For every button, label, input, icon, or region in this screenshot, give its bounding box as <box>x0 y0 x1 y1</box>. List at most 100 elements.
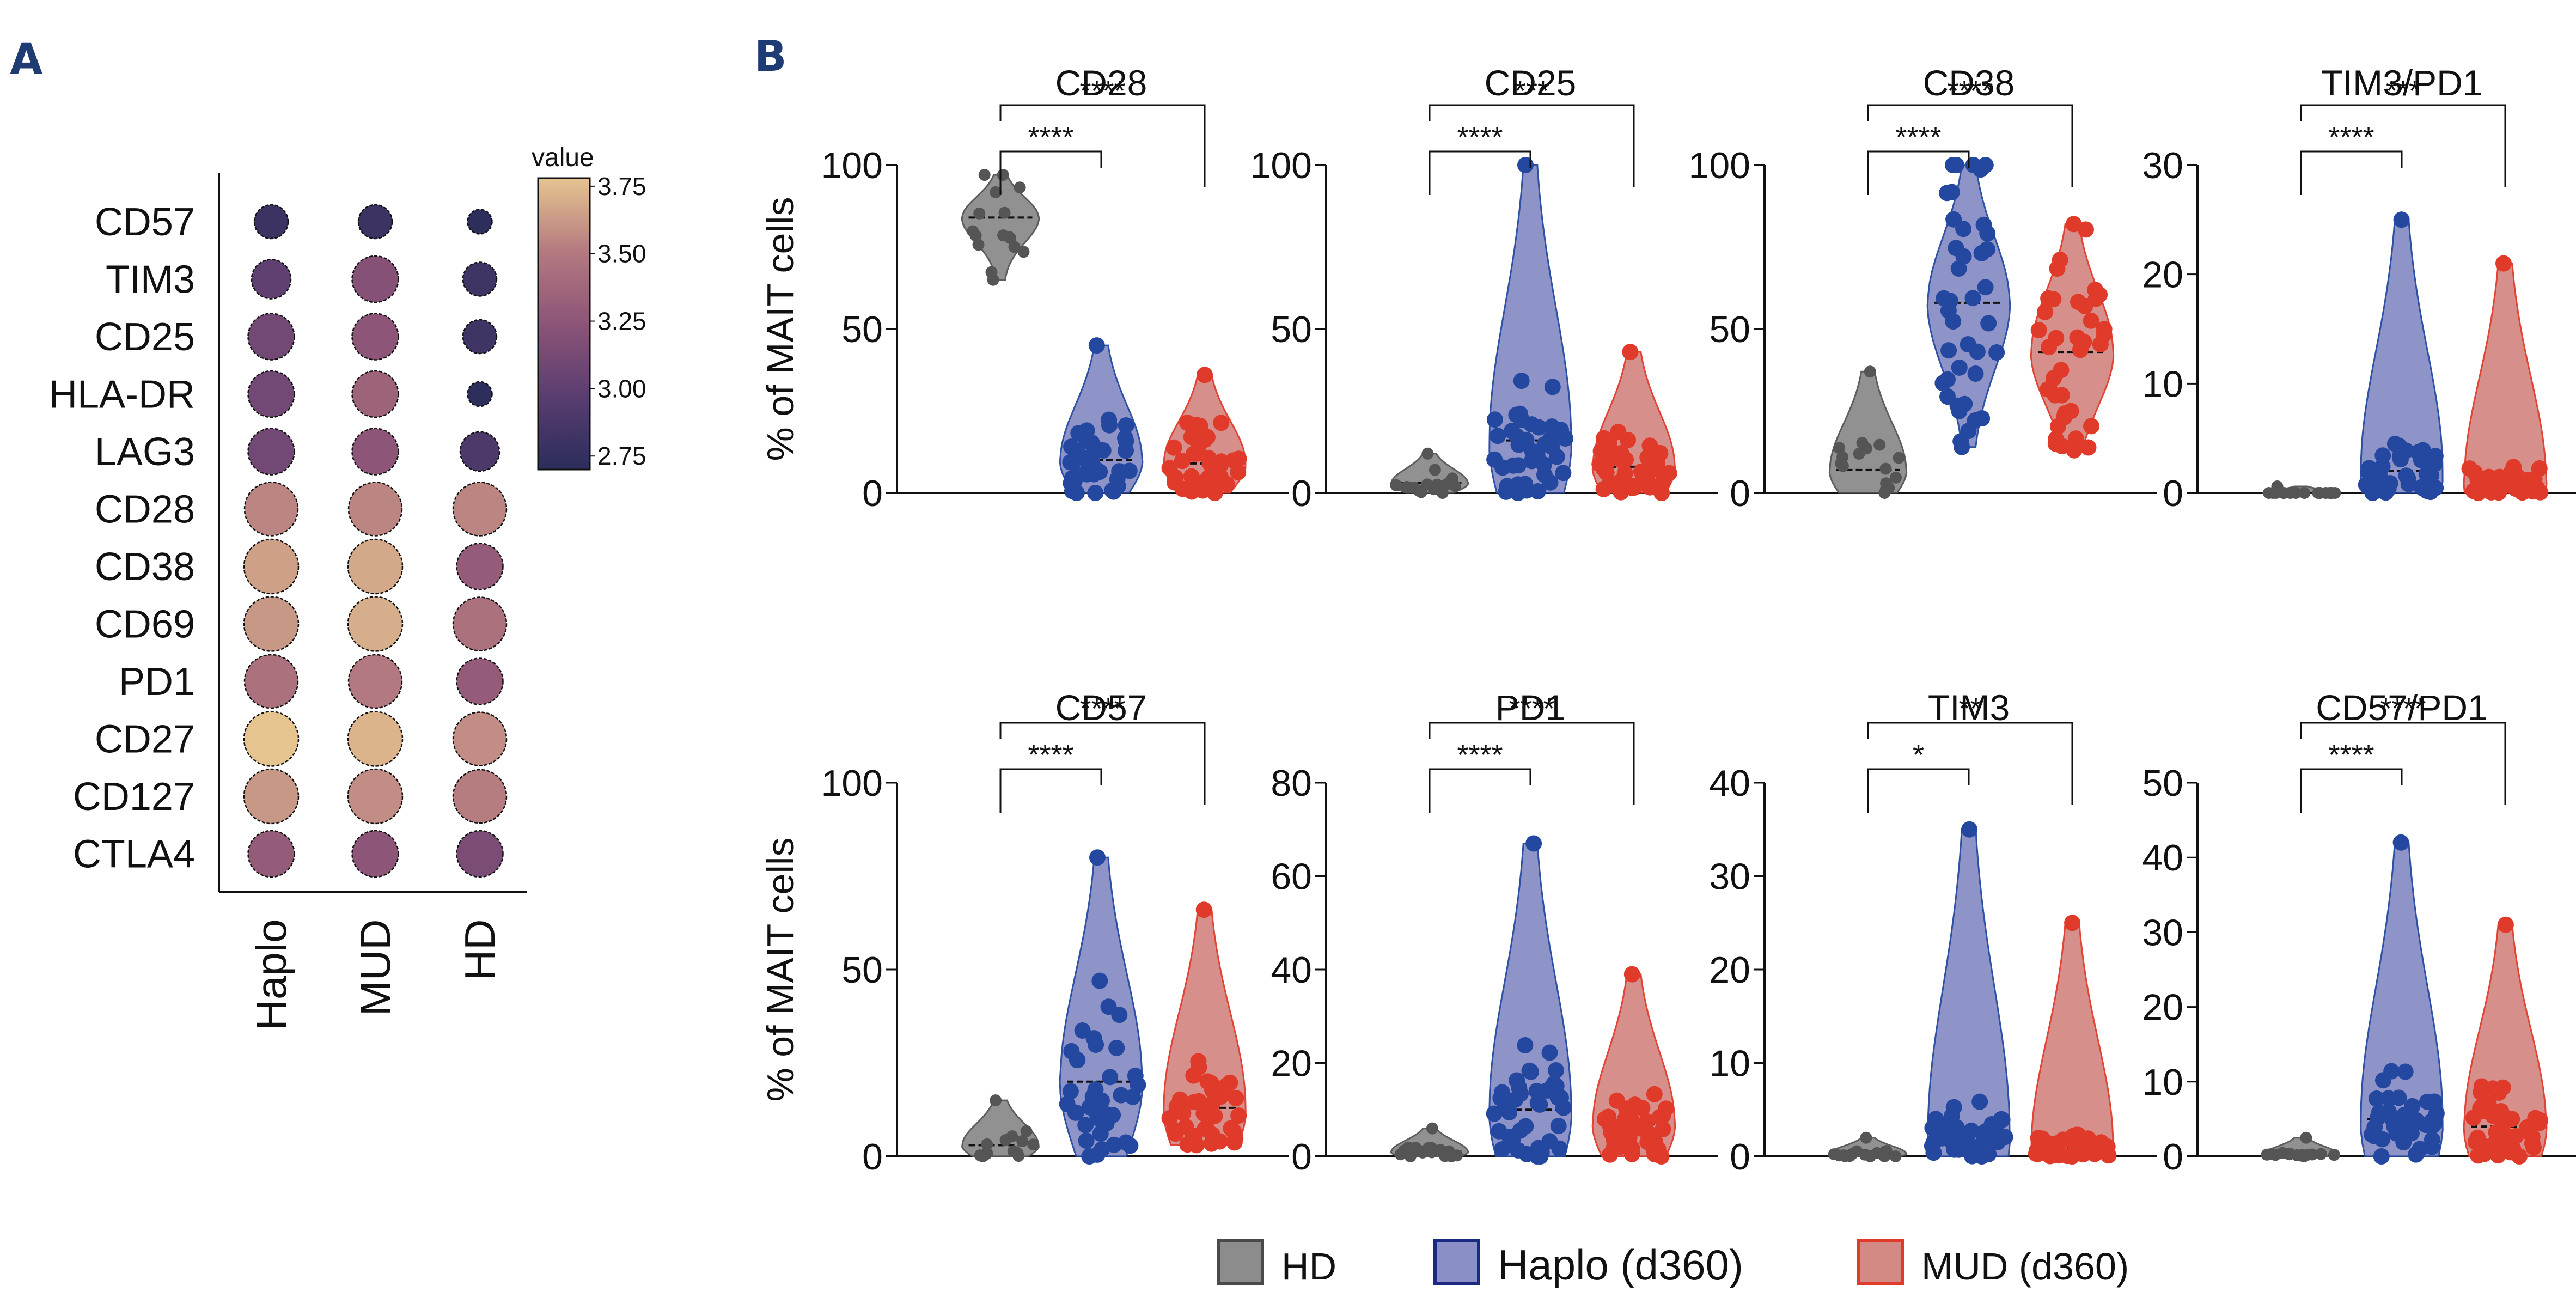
data-point <box>1105 483 1122 500</box>
data-point <box>1111 1007 1128 1023</box>
data-point <box>2371 1104 2388 1121</box>
violin-mud <box>2463 263 2548 494</box>
legend-swatch-mud <box>1857 1239 1904 1285</box>
data-point <box>2065 216 2082 233</box>
plot-title: CD57 <box>1055 687 1147 728</box>
data-point <box>1602 1146 1619 1163</box>
data-point <box>1532 1148 1549 1165</box>
data-point <box>1945 211 1962 228</box>
data-point <box>1889 1150 1902 1162</box>
y-tick-label: CD25 <box>95 315 195 359</box>
y-tick-label: 50 <box>841 949 883 991</box>
data-point <box>2374 447 2391 464</box>
data-point <box>985 266 998 278</box>
data-point <box>1078 422 1095 439</box>
x-tick-label: HD <box>456 919 504 981</box>
data-point <box>1951 359 1968 376</box>
data-point <box>1544 379 1561 395</box>
y-tick-label: 40 <box>2142 837 2183 879</box>
violin-hd <box>1828 370 1908 494</box>
y-tick-label: 50 <box>1271 309 1312 350</box>
data-point <box>2467 1134 2484 1150</box>
y-tick-label: LAG3 <box>95 430 195 474</box>
data-point <box>1961 821 1978 838</box>
data-point <box>2298 487 2311 499</box>
y-tick-label: CD38 <box>95 545 195 589</box>
data-point <box>1014 181 1026 194</box>
dot-cd57-haplo <box>253 204 289 240</box>
dot-cd27-hd <box>452 711 508 766</box>
significance-label: **** <box>1947 75 1993 107</box>
data-point <box>2080 1130 2097 1147</box>
data-point <box>1893 452 1905 464</box>
data-point <box>1860 442 1872 455</box>
data-point <box>1517 1037 1534 1053</box>
data-point <box>1836 460 1849 472</box>
dot-cd28-hd <box>452 482 508 537</box>
data-point <box>1859 1148 1871 1161</box>
data-point <box>990 186 1002 198</box>
data-point <box>1413 1144 1425 1157</box>
data-point <box>2393 211 2410 228</box>
data-point <box>1833 442 1846 454</box>
dot-hla-dr-haplo <box>247 370 295 418</box>
dot-lag3-hd <box>459 431 500 472</box>
significance-label: **** <box>1457 739 1503 771</box>
data-point <box>1523 453 1540 470</box>
data-point <box>1883 482 1895 494</box>
data-point <box>2408 1112 2425 1129</box>
violin-plot-cd57-pd1: CD57/PD1 0 10 20 30 40 50 ******** <box>2142 687 2576 1178</box>
data-point <box>1063 438 1080 455</box>
data-point <box>1507 1091 1524 1108</box>
plot-title: TIM3/PD1 <box>2321 63 2482 103</box>
data-point <box>1536 436 1553 453</box>
data-point <box>1542 474 1559 491</box>
data-point <box>2495 255 2512 272</box>
significance-bracket <box>2300 104 2506 187</box>
data-point <box>1633 463 1650 480</box>
data-point <box>1963 1138 1980 1155</box>
data-point <box>1942 293 1958 309</box>
y-tick-label: 0 <box>2163 473 2183 514</box>
data-point <box>2083 418 2099 435</box>
data-point <box>1971 1093 1988 1110</box>
significance-bracket <box>999 768 1102 813</box>
data-point <box>1525 835 1542 852</box>
dot-tim3-hd <box>462 261 498 297</box>
data-point <box>1627 1096 1643 1113</box>
data-point <box>1543 418 1560 435</box>
data-point <box>1016 1135 1029 1147</box>
data-point <box>1513 373 1530 389</box>
plot-title: CD25 <box>1485 63 1577 103</box>
data-point <box>2364 1126 2380 1143</box>
data-point <box>1939 185 1956 202</box>
data-point <box>1185 472 1201 489</box>
data-point <box>1195 901 1212 918</box>
significance-label: **** <box>1028 121 1073 154</box>
dot-cd25-hd <box>462 319 498 355</box>
data-point <box>1062 1083 1079 1100</box>
y-tick-label: 20 <box>1709 949 1750 991</box>
data-point <box>1390 479 1402 491</box>
y-tick-label: HLA-DR <box>49 373 195 417</box>
data-point <box>2485 1080 2501 1097</box>
y-tick-label: 100 <box>821 763 883 804</box>
data-point <box>1426 1122 1438 1135</box>
data-point <box>2408 1146 2425 1163</box>
legend-label: HD <box>1281 1245 1336 1288</box>
data-point <box>1939 388 1956 405</box>
data-point <box>1616 465 1633 482</box>
y-tick-label: 30 <box>2142 912 2183 953</box>
data-point <box>1960 336 1976 353</box>
dot-cd38-haplo <box>243 538 300 595</box>
data-point <box>1167 1125 1184 1142</box>
dot-tim3-haplo <box>251 259 292 300</box>
plot-title: CD28 <box>1055 63 1147 103</box>
y-tick-label: 50 <box>1709 309 1750 350</box>
data-point <box>1084 453 1100 470</box>
colorbar <box>537 177 591 471</box>
y-tick-label: 80 <box>1271 763 1312 804</box>
data-point <box>1451 1149 1463 1162</box>
data-point <box>1211 1133 1228 1150</box>
